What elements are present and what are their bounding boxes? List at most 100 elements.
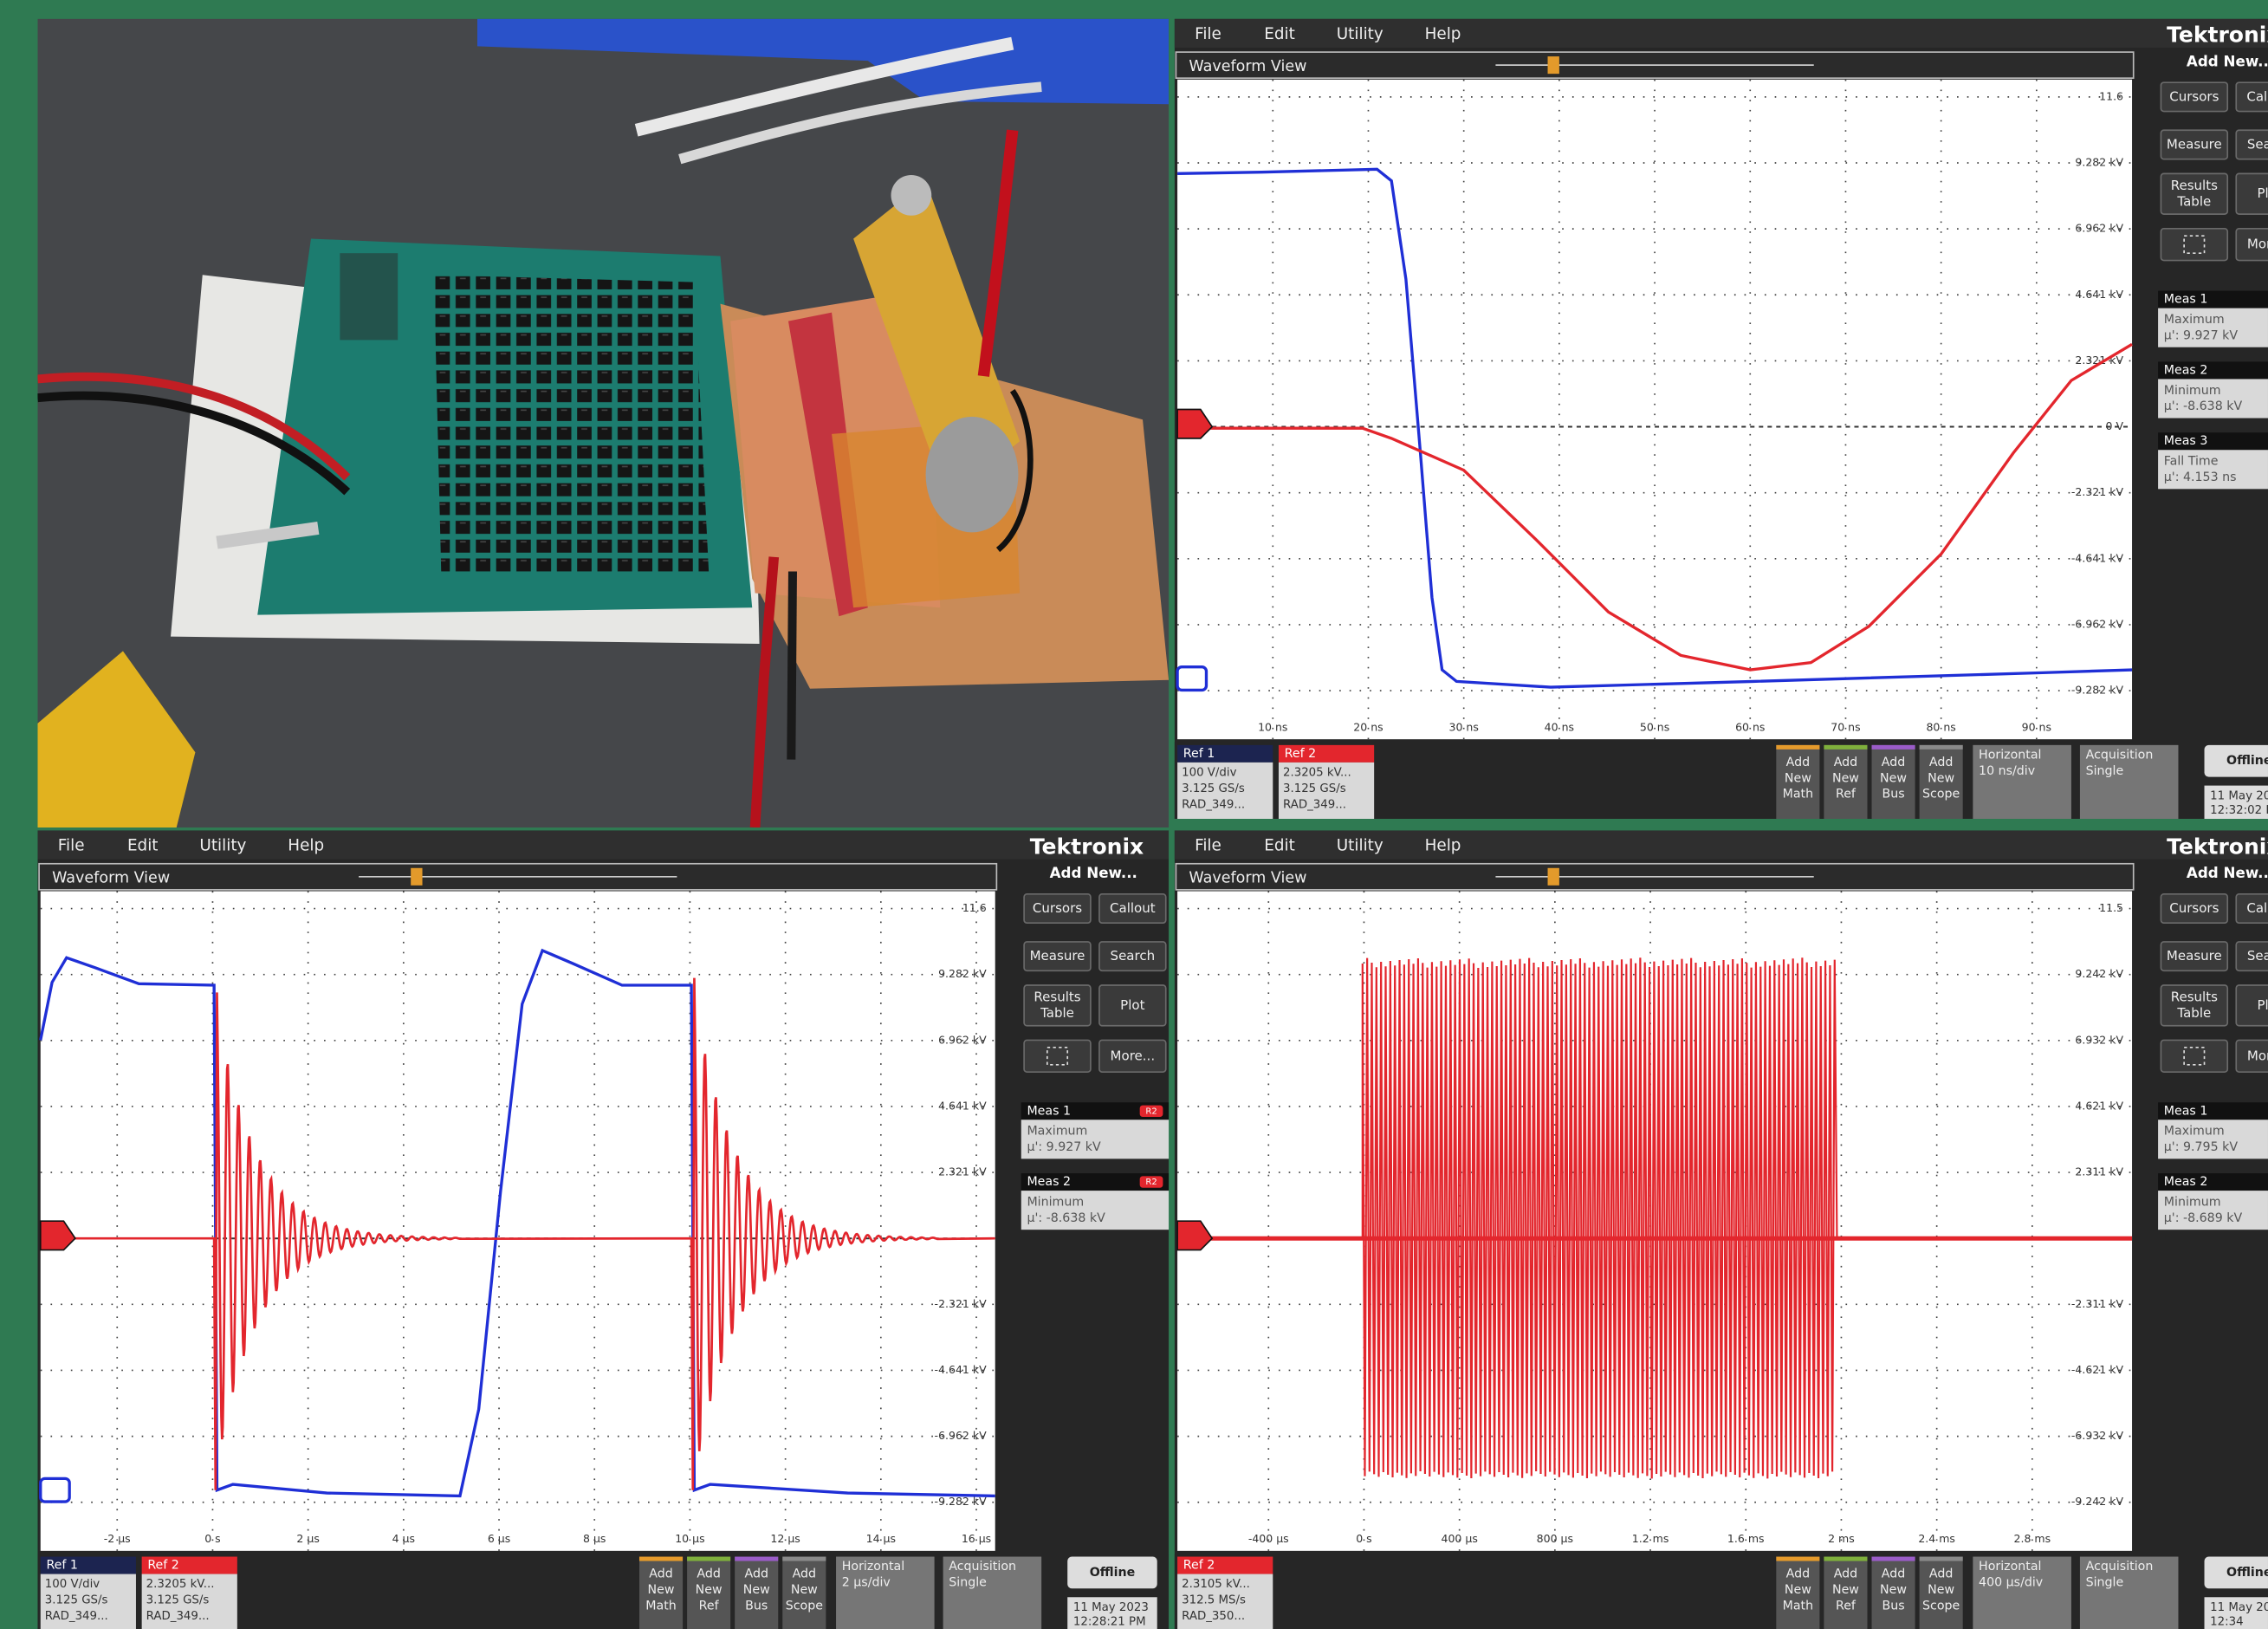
add-button-label[interactable]: Math	[1783, 1599, 1814, 1613]
date-line: 12:34	[2210, 1616, 2243, 1629]
zoom-button[interactable]	[1024, 1040, 1091, 1072]
side-button-label[interactable]: Callout	[2246, 88, 2268, 104]
add-button-label[interactable]: Bus	[1882, 1599, 1904, 1613]
side-button-label[interactable]: More...	[1111, 1048, 1156, 1063]
ref-name: Ref 2	[1285, 747, 1316, 761]
add-button-label[interactable]: Scope	[1922, 1599, 1960, 1613]
status[interactable]: Offline	[2226, 754, 2268, 768]
meas-value: µ': 4.153 ns	[2164, 471, 2237, 484]
side-button-label[interactable]: Search	[2247, 948, 2268, 964]
add-button-label[interactable]: Ref	[699, 1599, 720, 1613]
add-button-label[interactable]: Add	[744, 1567, 768, 1581]
ref-line: 312.5 MS/s	[1182, 1594, 1246, 1607]
acquisition-label: Acquisition	[2086, 1560, 2154, 1574]
side-button-label[interactable]: Plot	[2258, 185, 2268, 201]
add-button-label[interactable]: Add	[1786, 1567, 1810, 1581]
components	[434, 275, 709, 571]
menu-item[interactable]: Help	[288, 837, 324, 855]
menu-item[interactable]: Edit	[1264, 25, 1295, 43]
side-button-label[interactable]: Results	[2171, 990, 2218, 1005]
x-label: 30 ns	[1448, 720, 1478, 733]
menu-item[interactable]: File	[1195, 837, 1221, 855]
y-label: 4.641 kV	[938, 1099, 987, 1112]
y-label: -4.641 kV	[935, 1363, 988, 1376]
side-button-label[interactable]: Table	[1040, 1005, 1074, 1021]
side-button-label[interactable]: Measure	[2167, 136, 2222, 152]
side-button-label[interactable]: Cursors	[2169, 900, 2219, 916]
meas-name: Meas 1	[2164, 1104, 2208, 1118]
ref-line: 100 V/div	[1182, 767, 1237, 780]
add-button-label[interactable]: New	[1928, 771, 1954, 785]
menu-item[interactable]: Utility	[199, 837, 246, 855]
menu-item[interactable]: File	[1195, 25, 1221, 43]
y-label: 2.311 kV	[2075, 1165, 2123, 1178]
ref-line: RAD_349...	[45, 1610, 108, 1623]
add-button-label[interactable]: New	[1785, 1583, 1811, 1597]
add-button-label[interactable]: New	[696, 1583, 723, 1597]
add-button-label[interactable]: Math	[645, 1599, 677, 1613]
x-label: 10 µs	[675, 1532, 704, 1545]
side-button-label[interactable]: Measure	[2167, 948, 2222, 964]
x-label: 800 µs	[1537, 1532, 1573, 1545]
side-button-label[interactable]: Table	[2176, 193, 2211, 209]
ref-line: RAD_349...	[1182, 798, 1245, 811]
menu-item[interactable]: Edit	[1264, 837, 1295, 855]
add-button-label[interactable]: Add	[1834, 1567, 1857, 1581]
add-button-label[interactable]: Add	[1929, 1567, 1953, 1581]
add-button-label[interactable]: New	[1785, 771, 1811, 785]
status[interactable]: Offline	[1090, 1566, 1135, 1580]
side-button-label[interactable]: Plot	[1120, 997, 1144, 1013]
side-button-label[interactable]: Search	[1111, 948, 1156, 964]
zoom-button[interactable]	[2161, 1040, 2227, 1072]
add-button-label[interactable]: Add	[697, 1567, 720, 1581]
menu-item[interactable]: Help	[1425, 25, 1461, 43]
side-button-label[interactable]: Callout	[2246, 900, 2268, 916]
menu-item[interactable]: File	[58, 837, 85, 855]
side-button-label[interactable]: More...	[2247, 237, 2268, 252]
side-button-label[interactable]: Results	[1034, 990, 1080, 1005]
menu-item[interactable]: Help	[1425, 837, 1461, 855]
side-button-label[interactable]: Plot	[2258, 997, 2268, 1013]
add-button-label[interactable]: Add	[1929, 756, 1953, 769]
x-label: 6 µs	[488, 1532, 510, 1545]
add-button-label[interactable]: Scope	[1922, 788, 1960, 802]
add-button-label[interactable]: Bus	[745, 1599, 768, 1613]
add-new-label: Add New...	[2187, 865, 2268, 881]
add-button-label[interactable]: New	[1832, 1583, 1859, 1597]
menu-item[interactable]: Utility	[1337, 837, 1383, 855]
side-button-label[interactable]: Cursors	[1033, 900, 1082, 916]
add-button-label[interactable]: Add	[1786, 756, 1810, 769]
add-button-label[interactable]: Math	[1783, 788, 1814, 802]
side-button-label[interactable]: More...	[2247, 1048, 2268, 1063]
add-button-label[interactable]: New	[1880, 771, 1907, 785]
add-button-label[interactable]: Ref	[1836, 788, 1857, 802]
horizontal-value: 10 ns/div	[1979, 764, 2035, 778]
menu-item[interactable]: Edit	[127, 837, 159, 855]
side-button-label[interactable]: Measure	[1030, 948, 1085, 964]
add-button-label[interactable]: Scope	[786, 1599, 823, 1613]
add-button-label[interactable]: Add	[1882, 1567, 1905, 1581]
side-button-label[interactable]: Results	[2171, 178, 2218, 193]
add-button-label[interactable]: New	[743, 1583, 770, 1597]
add-button-label[interactable]: Add	[1834, 756, 1857, 769]
meas-name: Meas 2	[2164, 363, 2208, 377]
add-button-label[interactable]: Add	[1882, 756, 1905, 769]
side-button-label[interactable]: Table	[2176, 1005, 2211, 1021]
add-button-label[interactable]: Add	[649, 1567, 672, 1581]
status[interactable]: Offline	[2226, 1566, 2268, 1580]
add-button-label[interactable]: Bus	[1882, 788, 1904, 802]
meas-kind: Fall Time	[2164, 455, 2219, 469]
add-button-label[interactable]: New	[648, 1583, 675, 1597]
zoom-button[interactable]	[2161, 229, 2227, 261]
add-button-label[interactable]: New	[1832, 771, 1859, 785]
side-button-label[interactable]: Search	[2247, 136, 2268, 152]
add-button-label[interactable]: New	[1880, 1583, 1907, 1597]
add-button-label[interactable]: Add	[793, 1567, 816, 1581]
side-button-label[interactable]: Cursors	[2169, 88, 2219, 104]
side-button-label[interactable]: Callout	[1110, 900, 1156, 916]
menu-item[interactable]: Utility	[1337, 25, 1383, 43]
x-label: 2.4 ms	[1918, 1532, 1955, 1545]
add-button-label[interactable]: Ref	[1836, 1599, 1857, 1613]
add-button-label[interactable]: New	[1928, 1583, 1954, 1597]
add-button-label[interactable]: New	[791, 1583, 818, 1597]
